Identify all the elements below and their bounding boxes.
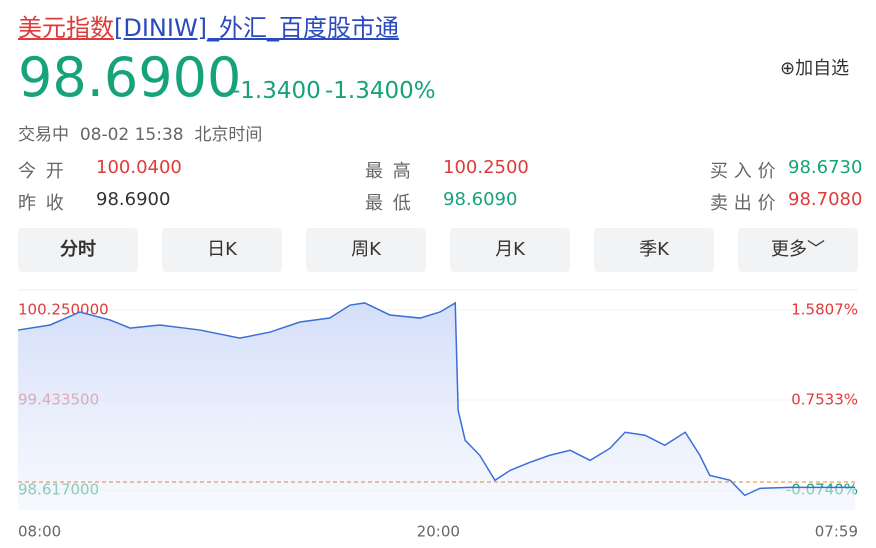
- add-label[interactable]: 加自选: [795, 58, 850, 79]
- x-tick-label: 08:00: [18, 523, 61, 541]
- q-value: 98.6730: [788, 157, 863, 178]
- q-label: 最 高: [365, 161, 413, 182]
- y2-tick-label: 1.5807%: [791, 301, 858, 319]
- price-line: [17, 301, 856, 497]
- x-tick-label: 07:59: [815, 523, 858, 541]
- q-label: 今 开: [18, 161, 66, 182]
- tz: 北京时间: [194, 125, 263, 145]
- tab[interactable]: 季K: [594, 228, 714, 272]
- q-value: 98.7080: [788, 189, 863, 210]
- area: [18, 302, 856, 510]
- y2-tick-label: 0.7533%: [791, 391, 858, 409]
- tab[interactable]: 分时: [18, 228, 138, 272]
- title[interactable]: 美元指数[DINIW]_外汇_百度股市通: [18, 8, 399, 43]
- x-tick-label: 20:00: [417, 523, 460, 541]
- q-label: 买 入 价: [710, 161, 776, 182]
- q-label: 昨 收: [18, 193, 66, 214]
- q-value: 100.2500: [443, 157, 529, 178]
- tab[interactable]: 更多﹀: [738, 228, 858, 272]
- title-code[interactable]: [DINIW]_外汇_百度股市通: [114, 14, 400, 42]
- q-value: 98.6090: [443, 189, 518, 210]
- q-label: 最 低: [365, 193, 413, 214]
- q-value: 98.6900: [96, 189, 171, 210]
- change: -1.3400: [232, 78, 321, 104]
- tab-label[interactable]: 更多: [771, 239, 807, 260]
- time: 08-02 15:38: [79, 125, 184, 145]
- q-label: 卖 出 价: [710, 193, 776, 214]
- q-value: 100.0400: [96, 157, 182, 178]
- change-pct: -1.3400%: [325, 78, 436, 104]
- tab[interactable]: 周K: [306, 228, 426, 272]
- title-name[interactable]: 美元指数: [18, 14, 114, 42]
- tab[interactable]: 日K: [162, 228, 282, 272]
- tab[interactable]: 月K: [450, 228, 570, 272]
- price: 98.6900: [18, 46, 242, 109]
- status: 交易中 08-02 15:38 北京时间: [18, 120, 262, 145]
- add-button[interactable]: ⊕加自选: [780, 58, 850, 79]
- status-text: 交易中: [18, 125, 69, 145]
